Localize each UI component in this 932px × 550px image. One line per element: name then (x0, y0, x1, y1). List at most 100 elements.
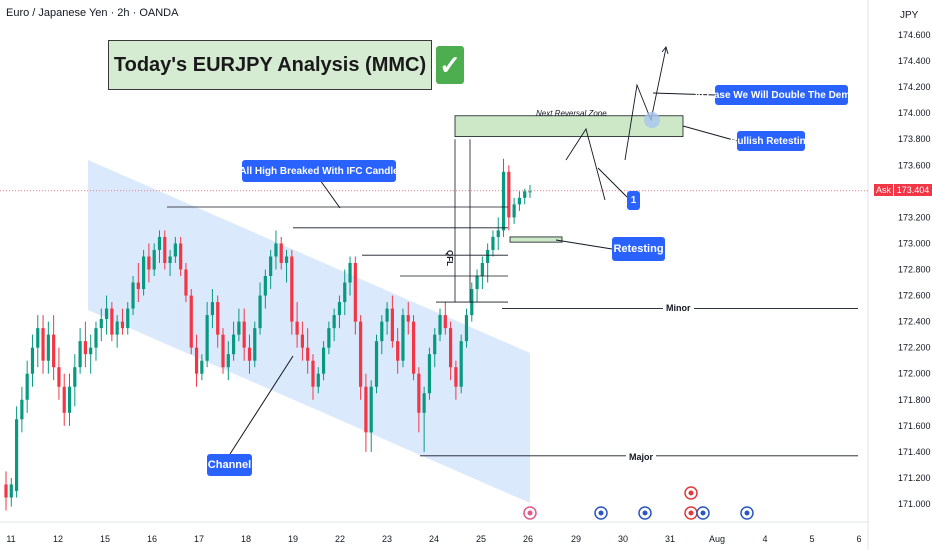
candle-body (353, 262, 357, 322)
all-high-label: All High Breaked With IFC Candle (239, 160, 399, 182)
y-tick-label: 174.400 (898, 56, 931, 66)
major-level-label: Major (626, 452, 657, 462)
candle-body (205, 315, 209, 361)
candle-body (94, 328, 98, 348)
candle-body (438, 315, 442, 335)
event-icon-dot (598, 510, 604, 516)
candle-body (104, 308, 109, 320)
candle-body (390, 308, 394, 342)
candle-body (157, 236, 162, 250)
double-demand-label: In Case We Will Double The Demand (695, 85, 868, 105)
candle-body (237, 321, 241, 335)
candle-body (369, 386, 373, 433)
event-icon-dot (688, 490, 694, 496)
candle-body (115, 321, 119, 335)
double-demand-connector (652, 92, 716, 96)
candle-body (168, 256, 172, 263)
candle-body (512, 204, 516, 218)
x-tick-label: 19 (288, 534, 298, 544)
candle-body (321, 347, 326, 374)
y-tick-label: 174.000 (898, 108, 931, 118)
channel-label: Channel (207, 454, 252, 476)
x-tick-label: 15 (100, 534, 110, 544)
x-tick-label: 30 (618, 534, 628, 544)
candle-body (152, 249, 156, 270)
y-tick-label: 172.800 (898, 265, 931, 275)
qfl-label: QFL (445, 250, 454, 266)
y-tick-label: 173.200 (898, 212, 931, 222)
x-tick-label: 17 (194, 534, 204, 544)
candle-body (290, 256, 294, 322)
check-icon: ✓ (436, 46, 464, 84)
x-tick-label: 6 (856, 534, 861, 544)
y-tick-label: 171.600 (898, 421, 931, 431)
candle-body (9, 484, 13, 498)
candle-body (523, 191, 527, 198)
candle-body (374, 341, 379, 387)
candle-body (30, 347, 35, 374)
candle-body (501, 171, 506, 231)
candle-body (300, 334, 305, 348)
x-tick-label: 16 (147, 534, 157, 544)
candle-body (136, 282, 140, 290)
x-tick-label: 22 (335, 534, 345, 544)
candle-body (295, 321, 299, 335)
x-tick-label: 4 (762, 534, 767, 544)
candle-body (200, 360, 204, 374)
candle-body (231, 334, 236, 355)
candle-body (306, 347, 310, 361)
x-tick-label: 29 (571, 534, 581, 544)
candle-body (343, 282, 347, 303)
retest-point-marker (644, 112, 660, 128)
x-tick-label: 26 (523, 534, 533, 544)
candle-body (427, 354, 432, 394)
x-tick-label: 23 (382, 534, 392, 544)
symbol-label[interactable]: Euro / Japanese Yen · 2h · OANDA (6, 7, 179, 19)
candle-body (147, 256, 151, 270)
candle-body (253, 328, 257, 361)
candle-body (120, 321, 125, 329)
candle-body (247, 347, 252, 361)
candle-body (454, 367, 458, 387)
candle-body (179, 243, 183, 270)
projection-drop-path (565, 127, 606, 201)
candle-body (258, 295, 262, 329)
candle-body (194, 347, 199, 374)
candle-body (14, 419, 19, 491)
channel-connector (229, 355, 294, 455)
candle-body (52, 334, 56, 368)
analysis-title: Today's EURJPY Analysis (MMC) (108, 40, 432, 90)
candle-body (62, 386, 66, 413)
ask-label: Ask (874, 184, 893, 196)
all-high-connector (319, 179, 341, 209)
y-tick-label: 171.000 (898, 499, 931, 509)
y-tick-label: 173.800 (898, 134, 931, 144)
candle-body (475, 276, 479, 290)
candle-body (57, 367, 61, 387)
y-tick-label: 172.000 (898, 369, 931, 379)
candle-body (480, 262, 484, 277)
event-icon-dot (744, 510, 750, 516)
minor-level-label: Minor (663, 303, 694, 313)
candle-body (269, 256, 273, 277)
candle-body (274, 243, 278, 257)
candle-body (464, 315, 469, 342)
candle-body (284, 256, 289, 263)
candle-body (359, 321, 363, 387)
candle-body (401, 315, 405, 361)
y-tick-label: 172.200 (898, 343, 931, 353)
candle-body (78, 341, 82, 368)
candle-body (173, 243, 177, 257)
candle-body (422, 393, 426, 413)
candle-body (332, 315, 336, 329)
marker-connector (597, 167, 628, 198)
candle-body (41, 328, 45, 361)
candle-body (507, 171, 511, 218)
candle-body (396, 341, 400, 361)
candle-body (433, 334, 437, 355)
candle-body (496, 230, 500, 237)
candle-body (406, 315, 410, 322)
event-icon-dot (642, 510, 648, 516)
candle-body (242, 321, 246, 348)
